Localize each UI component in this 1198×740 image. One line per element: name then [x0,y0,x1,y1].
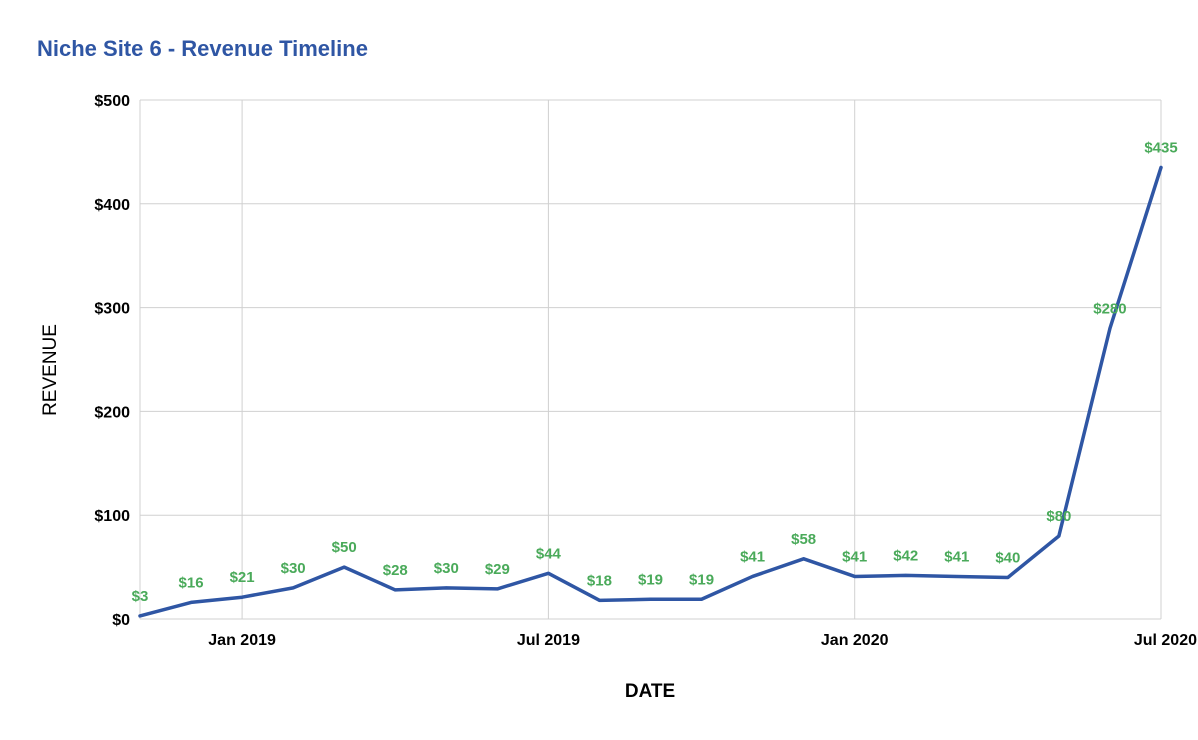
y-tick-label: $300 [94,301,130,318]
data-point [1108,326,1112,330]
data-label: $16 [179,574,204,591]
data-label: $58 [791,531,816,548]
data-label: $435 [1144,139,1177,156]
data-point [802,557,806,561]
data-label: $41 [740,548,765,565]
x-axis-title: DATE [625,681,675,702]
data-label: $41 [944,548,969,565]
data-point [189,600,193,604]
y-tick-label: $200 [94,404,130,421]
data-label: $40 [995,549,1020,566]
data-point [546,571,550,575]
data-point [240,595,244,599]
y-axis-ticks: $0 $100 $200 $300 $400 $500 [94,93,130,629]
data-label: $19 [638,571,663,588]
chart-title: Niche Site 6 - Revenue Timeline [37,36,368,61]
data-label: $29 [485,561,510,578]
data-point [138,614,142,618]
y-tick-label: $400 [94,197,130,214]
data-point [1159,165,1163,169]
y-tick-label: $100 [94,508,130,525]
x-tick-label: Jan 2020 [821,632,889,649]
x-tick-label: Jan 2019 [208,632,276,649]
data-label: $30 [281,560,306,577]
x-axis-ticks: Jan 2019 Jul 2019 Jan 2020 Jul 2020 [208,632,1197,649]
data-label: $42 [893,547,918,564]
data-label: $280 [1093,300,1126,317]
revenue-series [138,165,1163,618]
data-point [393,588,397,592]
x-tick-label: Jul 2019 [517,632,580,649]
data-labels: $3 $16 $21 $30 $50 $28 $30 $29 $44 $18 $19 $19 $41 $5… [132,139,1178,604]
data-label: $28 [383,562,408,579]
y-axis-title: REVENUE [40,324,61,416]
data-point [495,587,499,591]
y-tick-label: $0 [112,612,130,629]
data-point [291,586,295,590]
data-point [342,565,346,569]
data-point [700,597,704,601]
data-label: $50 [332,539,357,556]
data-point [597,598,601,602]
data-label: $41 [842,548,867,565]
data-label: $44 [536,545,562,562]
data-label: $18 [587,572,612,589]
data-point [649,597,652,601]
grid-lines [139,99,1162,620]
data-label: $3 [132,588,149,605]
data-point [1057,534,1061,538]
data-point [904,573,908,577]
y-tick-label: $500 [94,93,130,110]
data-label: $80 [1046,508,1071,525]
data-point [444,586,448,590]
data-point [853,574,857,578]
data-point [1006,575,1010,579]
data-label: $21 [230,569,255,586]
data-point [955,574,959,578]
data-label: $30 [434,560,459,577]
data-label: $19 [689,571,714,588]
x-tick-label: Jul 2020 [1134,632,1197,649]
data-point [751,574,755,578]
